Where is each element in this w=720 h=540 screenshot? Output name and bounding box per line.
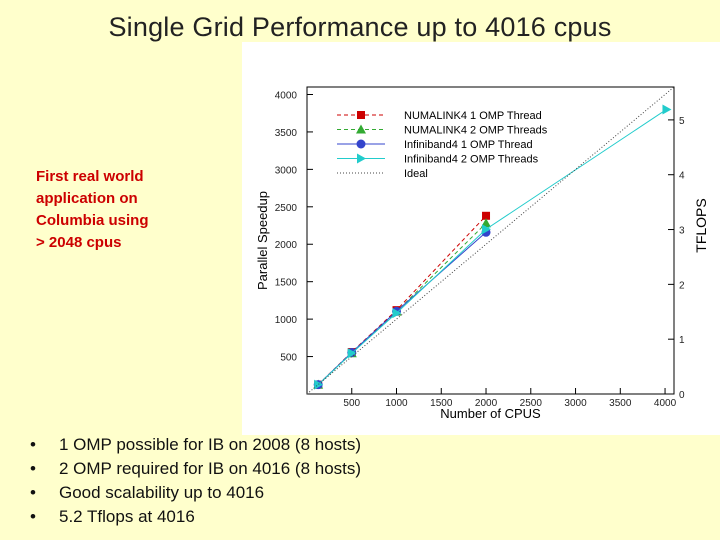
y-tick-label: 1500 — [275, 278, 298, 289]
y-tick-label: 1000 — [275, 315, 298, 326]
legend-marker — [357, 111, 365, 119]
bullet-marker: • — [30, 459, 36, 478]
y2-tick-label: 5 — [679, 116, 685, 127]
data-point-3 — [662, 104, 672, 115]
series-line-0 — [317, 215, 487, 385]
x-tick-label: 1500 — [430, 398, 453, 409]
y-tick-label: 3500 — [275, 128, 298, 139]
x-tick-label: 3500 — [609, 398, 632, 409]
y2-tick-label: 0 — [679, 390, 685, 401]
x-tick-label: 1000 — [385, 398, 408, 409]
y2-tick-label: 2 — [679, 280, 685, 291]
legend-marker — [356, 139, 366, 149]
bullet-item: • 5.2 Tflops at 4016 — [30, 505, 361, 529]
annotation-line: Columbia using — [36, 212, 149, 229]
slide-title: Single Grid Performance up to 4016 cpus — [108, 12, 612, 42]
x-axis-label: Number of CPUS — [440, 406, 541, 421]
x-tick-label: 3000 — [564, 398, 587, 409]
y-axis-label: Parallel Speedup — [255, 191, 270, 290]
y-tick-label: 3000 — [275, 165, 298, 176]
bullet-text: 2 OMP required for IB on 4016 (8 hosts) — [59, 459, 362, 478]
speedup-chart: 500 1000 1500 2000 2500 3000 3500 4000500100015… — [255, 86, 709, 421]
legend-label: NUMALINK4 2 OMP Threads — [404, 125, 548, 137]
plot-frame — [306, 86, 675, 395]
y2-tick-label: 1 — [679, 335, 685, 346]
data-point-0 — [482, 211, 491, 220]
data-point-3 — [314, 379, 324, 390]
legend-label: Infiniband4 2 OMP Threads — [404, 154, 539, 166]
bullet-item: • 1 OMP possible for IB on 2008 (8 hosts) — [30, 433, 361, 457]
x-tick-label: 500 — [343, 398, 360, 409]
y-tick-label: 4000 — [275, 90, 298, 101]
annotation-line: application on — [36, 190, 138, 207]
bullet-text: Good scalability up to 4016 — [59, 483, 265, 502]
data-point-3 — [392, 308, 402, 319]
bullet-item: • Good scalability up to 4016 — [30, 481, 361, 505]
y-tick-label: 2000 — [275, 240, 298, 251]
x-tick-label: 4000 — [654, 398, 677, 409]
data-point-3 — [347, 348, 357, 359]
chart-annotation: First real world application on Columbia… — [36, 166, 206, 254]
x-tick-label: 2500 — [520, 398, 543, 409]
legend-marker — [357, 153, 366, 164]
bullet-text: 5.2 Tflops at 4016 — [59, 507, 195, 526]
x-tick-label: 2000 — [475, 398, 498, 409]
legend-label: NUMALINK4 1 OMP Thread — [404, 110, 542, 122]
data-point-1 — [481, 218, 492, 228]
bullet-marker: • — [30, 507, 36, 526]
chart-panel: 500 1000 1500 2000 2500 3000 3500 4000 500 1000 15… — [242, 42, 720, 435]
legend-label: Ideal — [404, 168, 428, 180]
bullet-marker: • — [30, 483, 36, 502]
data-point-3 — [482, 224, 492, 235]
y2-tick-label: 4 — [679, 171, 685, 182]
bullet-marker: • — [30, 435, 36, 454]
legend-label: Infiniband4 1 OMP Thread — [404, 139, 533, 151]
bullet-item: • 2 OMP required for IB on 4016 (8 hosts) — [30, 457, 361, 481]
legend-marker — [356, 124, 366, 134]
annotation-line: > 2048 cpus — [36, 234, 122, 251]
bullet-list: • 1 OMP possible for IB on 2008 (8 hosts)… — [30, 433, 361, 529]
y-tick-label: 2500 — [275, 203, 298, 214]
y2-axis-label: TFLOPS — [693, 198, 709, 252]
bullet-text: 1 OMP possible for IB on 2008 (8 hosts) — [59, 435, 362, 454]
annotation-line: First real world — [36, 168, 144, 185]
y2-tick-label: 3 — [679, 226, 685, 237]
y-tick-label: 500 — [280, 353, 297, 364]
